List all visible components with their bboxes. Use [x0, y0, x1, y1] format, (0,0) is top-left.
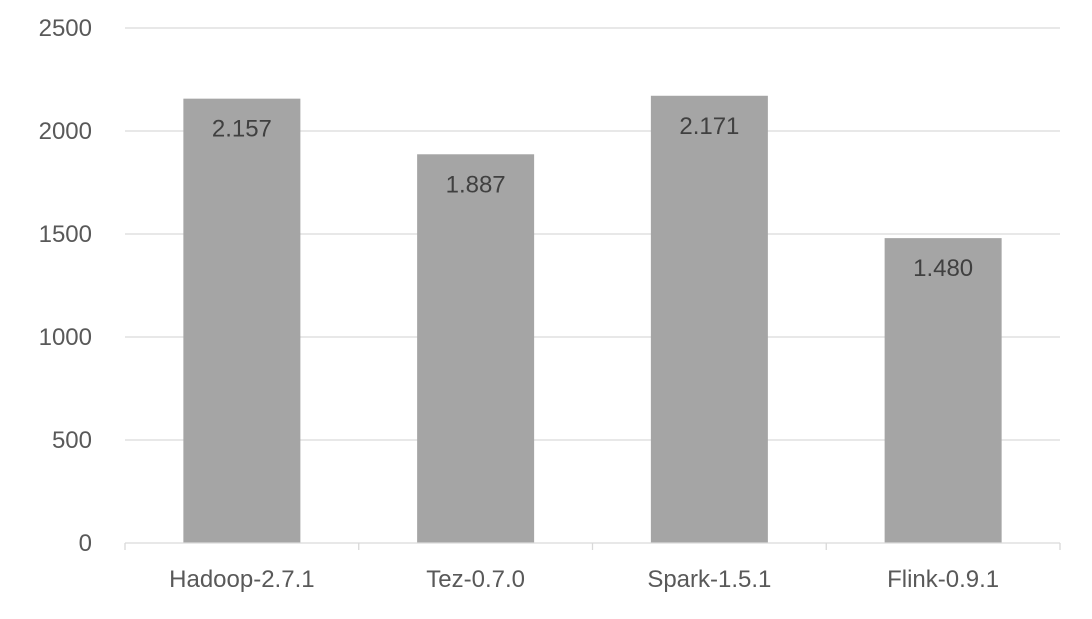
- y-tick-label: 1000: [39, 324, 92, 351]
- x-axis-tick-labels: Hadoop-2.7.1 Tez-0.7.0 Spark-1.5.1 Flink-0.…: [169, 566, 999, 593]
- bar-tez-0-7-0: [417, 154, 535, 543]
- bar-hadoop-2-7-1: [183, 98, 301, 544]
- x-tick-label: Flink-0.9.1: [887, 566, 999, 593]
- bars: [183, 95, 1002, 544]
- data-labels: 2.157 1.887 2.171 1.480: [212, 113, 973, 282]
- data-label: 1.887: [446, 171, 506, 198]
- data-label: 2.171: [679, 113, 739, 140]
- x-tick-label: Spark-1.5.1: [647, 566, 771, 593]
- x-axis: [124, 542, 1061, 550]
- x-tick-label: Tez-0.7.0: [426, 566, 525, 593]
- x-tick-label: Hadoop-2.7.1: [169, 566, 314, 593]
- bar-spark-1-5-1: [650, 95, 768, 544]
- y-tick-label: 2500: [39, 15, 92, 42]
- y-tick-label: 1500: [39, 221, 92, 248]
- y-tick-label: 2000: [39, 118, 92, 145]
- y-tick-label: 0: [79, 530, 92, 557]
- data-label: 2.157: [212, 116, 272, 143]
- y-tick-label: 500: [52, 427, 92, 454]
- bar-flink-0-9-1: [884, 238, 1002, 543]
- data-label: 1.480: [913, 255, 973, 282]
- y-axis-tick-labels: 0 500 1000 1500 2000 2500: [39, 15, 92, 557]
